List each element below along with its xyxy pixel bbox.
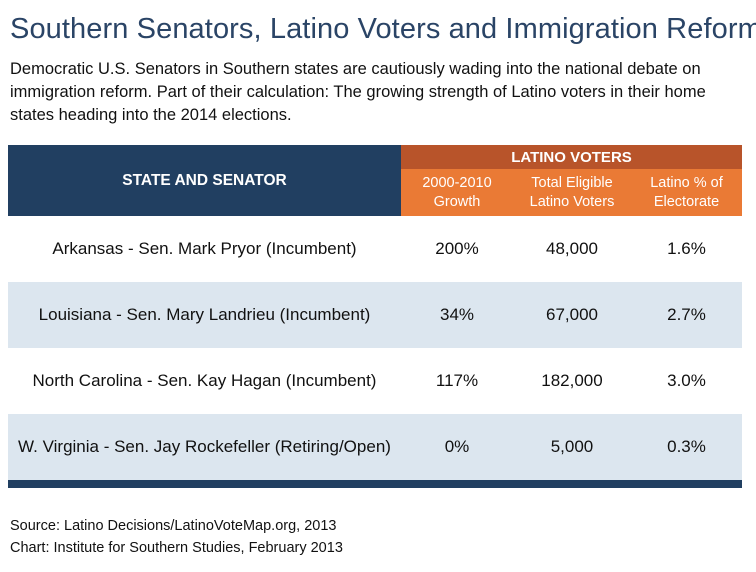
intro-text: Democratic U.S. Senators in Southern sta… xyxy=(10,60,706,124)
table-header: STATE AND SENATOR LATINO VOTERS 2000-201… xyxy=(8,145,742,216)
eligible-cell: 67,000 xyxy=(546,305,598,324)
electorate-pct-cell: 3.0% xyxy=(667,371,706,390)
eligible-cell: 5,000 xyxy=(550,437,594,456)
column-header-electorate: Latino % of Electorate xyxy=(650,174,723,210)
eligible-cell: 182,000 xyxy=(541,371,603,390)
electorate-pct-cell: 1.6% xyxy=(667,239,706,258)
data-table: STATE AND SENATOR LATINO VOTERS 2000-201… xyxy=(8,145,742,488)
credit-note: Chart: Institute for Southern Studies, F… xyxy=(10,540,343,556)
table-row: Arkansas - Sen. Mark Pryor (Incumbent) 2… xyxy=(8,216,742,282)
column-headers: 2000-2010 Growth Total Eligible Latino V… xyxy=(401,169,742,216)
growth-cell: 200% xyxy=(435,239,479,258)
latino-voters-header-group: LATINO VOTERS 2000-2010 Growth Total Eli… xyxy=(401,145,742,216)
page-title: Southern Senators, Latino Voters and Imm… xyxy=(10,13,756,45)
state-senator-cell: Louisiana - Sen. Mary Landrieu (Incumben… xyxy=(38,305,371,324)
column-header-growth: 2000-2010 Growth xyxy=(422,174,492,210)
growth-cell: 34% xyxy=(439,305,475,324)
table-row: Louisiana - Sen. Mary Landrieu (Incumben… xyxy=(8,282,742,348)
table-row: North Carolina - Sen. Kay Hagan (Incumbe… xyxy=(8,348,742,414)
footnotes: Source: Latino Decisions/LatinoVoteMap.o… xyxy=(10,515,343,559)
table-bottom-bar xyxy=(8,480,742,488)
column-header-eligible: Total Eligible Latino Voters xyxy=(529,174,615,210)
growth-cell: 117% xyxy=(435,371,479,390)
state-header: STATE AND SENATOR xyxy=(8,145,401,216)
eligible-cell: 48,000 xyxy=(546,239,598,258)
table-row: W. Virginia - Sen. Jay Rockefeller (Reti… xyxy=(8,414,742,480)
group-header: LATINO VOTERS xyxy=(401,145,742,169)
state-senator-cell: W. Virginia - Sen. Jay Rockefeller (Reti… xyxy=(18,437,391,456)
electorate-pct-cell: 0.3% xyxy=(667,437,706,456)
growth-cell: 0% xyxy=(444,437,470,456)
state-senator-cell: Arkansas - Sen. Mark Pryor (Incumbent) xyxy=(52,239,357,258)
state-senator-cell: North Carolina - Sen. Kay Hagan (Incumbe… xyxy=(32,371,377,390)
source-note: Source: Latino Decisions/LatinoVoteMap.o… xyxy=(10,518,337,534)
electorate-pct-cell: 2.7% xyxy=(667,305,706,324)
